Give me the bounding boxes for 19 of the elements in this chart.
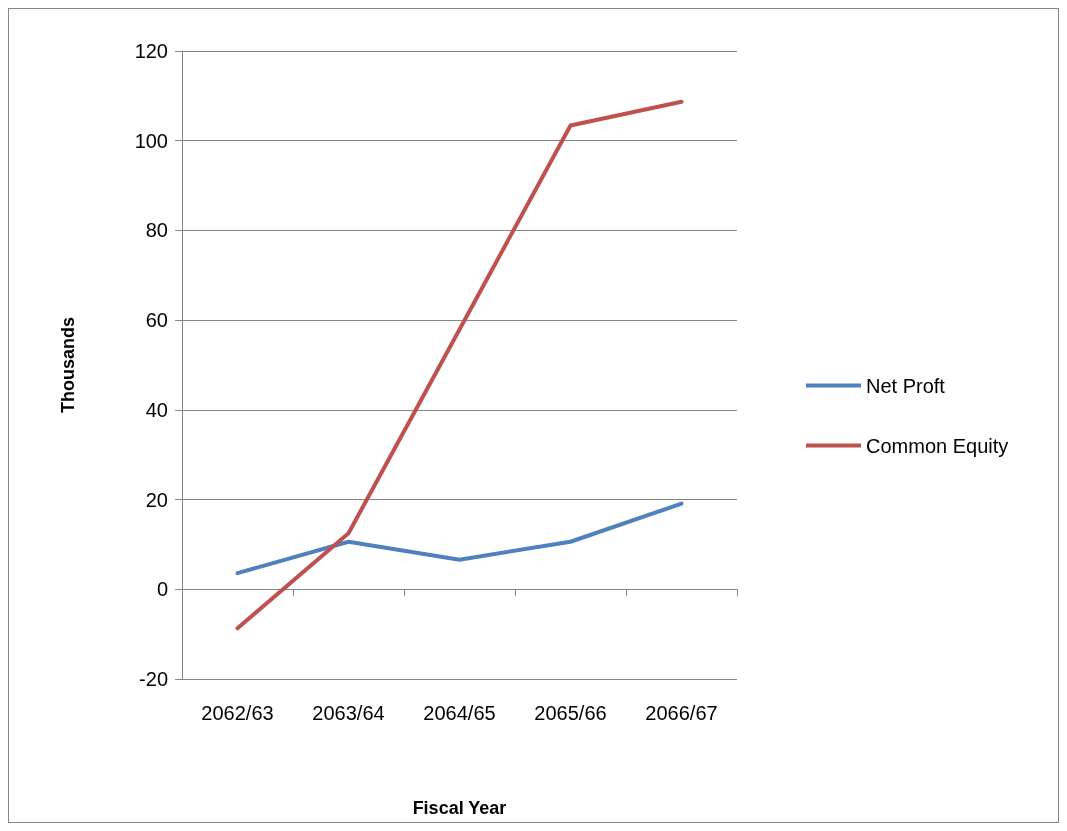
x-axis-title: Fiscal Year [412,798,507,818]
y-axis-title: Thousands [58,316,78,414]
legend-label: Net Proft [866,374,946,397]
y-tick-label: 20 [145,488,168,511]
y-tick-label: 40 [145,398,168,421]
y-tick-label: 60 [145,309,168,332]
x-tick-label: 2066/67 [645,702,718,724]
y-tick-label: 100 [134,129,168,152]
y-tick-label: 0 [156,578,168,601]
legend-label: Common Equity [866,434,1009,457]
x-tick-label: 2062/63 [201,702,274,724]
x-tick-label: 2065/66 [534,702,607,724]
line-series [235,99,684,631]
y-tick-label: 120 [134,40,168,62]
y-tick-label: 80 [145,219,168,242]
line-series [235,501,684,576]
y-tick-label: -20 [139,668,168,690]
x-tick-label: 2064/65 [423,702,496,724]
x-tick-label: 2063/64 [312,702,385,724]
